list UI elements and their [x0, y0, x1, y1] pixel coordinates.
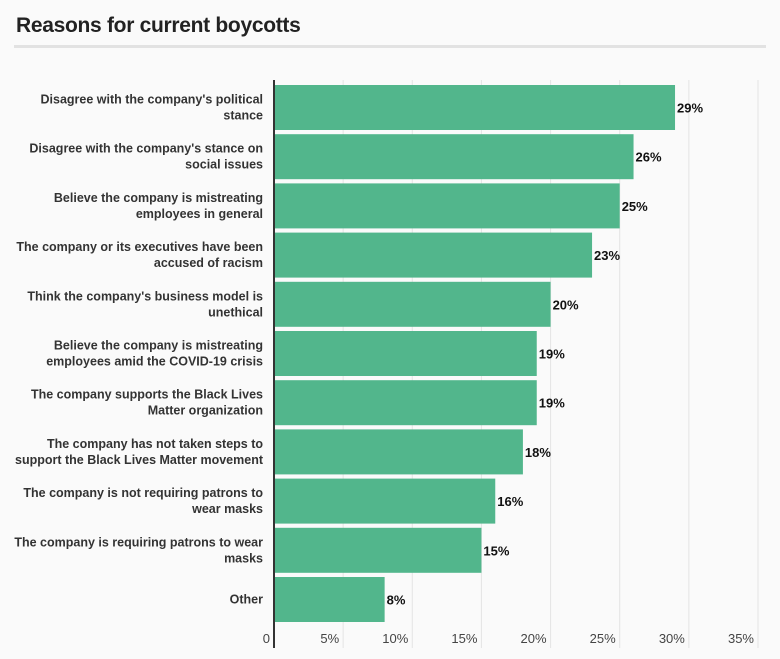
x-tick-label: 30% — [659, 631, 685, 646]
chart-title: Reasons for current boycotts — [16, 14, 301, 37]
bar — [274, 134, 634, 180]
value-label: 26% — [636, 150, 662, 165]
bar — [274, 527, 482, 573]
category-label: The company is not requiring patrons to w… — [23, 486, 263, 516]
value-label: 25% — [622, 199, 648, 214]
value-label: 19% — [539, 347, 565, 362]
bar — [274, 232, 593, 278]
bar — [274, 85, 676, 130]
x-tick-label: 15% — [451, 631, 477, 646]
bar — [274, 380, 537, 426]
category-label: Think the company's business model is une… — [27, 289, 263, 319]
bar — [274, 183, 620, 229]
value-label: 20% — [553, 297, 579, 312]
category-label: Believe the company is mistreating employ… — [46, 339, 263, 369]
x-tick-label: 25% — [590, 631, 616, 646]
value-label: 19% — [539, 396, 565, 411]
category-label: Disagree with the company's political sta… — [41, 93, 264, 123]
x-tick-label: 10% — [382, 631, 408, 646]
bar — [274, 331, 537, 376]
value-label: 16% — [497, 494, 523, 509]
category-label: The company has not taken steps to suppor… — [15, 437, 264, 467]
bar — [274, 478, 496, 524]
category-label: Believe the company is mistreating employ… — [54, 191, 263, 221]
category-label: The company supports the Black Lives Matt… — [31, 388, 263, 418]
category-label: Other — [230, 593, 263, 607]
bar — [274, 281, 551, 327]
x-tick-label: 35% — [728, 631, 754, 646]
title-divider — [14, 45, 766, 48]
bar — [274, 429, 523, 475]
category-label: Disagree with the company's stance on soc… — [29, 142, 263, 172]
value-label: 15% — [483, 543, 509, 558]
value-label: 23% — [594, 248, 620, 263]
value-label: 8% — [387, 593, 406, 608]
bar — [274, 577, 385, 622]
x-tick-label: 0 — [263, 631, 270, 646]
value-label: 18% — [525, 445, 551, 460]
category-label: The company is requiring patrons to wear… — [14, 535, 263, 565]
category-label: The company or its executives have been a… — [16, 240, 263, 270]
x-tick-label: 5% — [320, 631, 339, 646]
x-tick-label: 20% — [521, 631, 547, 646]
value-label: 29% — [677, 101, 703, 116]
